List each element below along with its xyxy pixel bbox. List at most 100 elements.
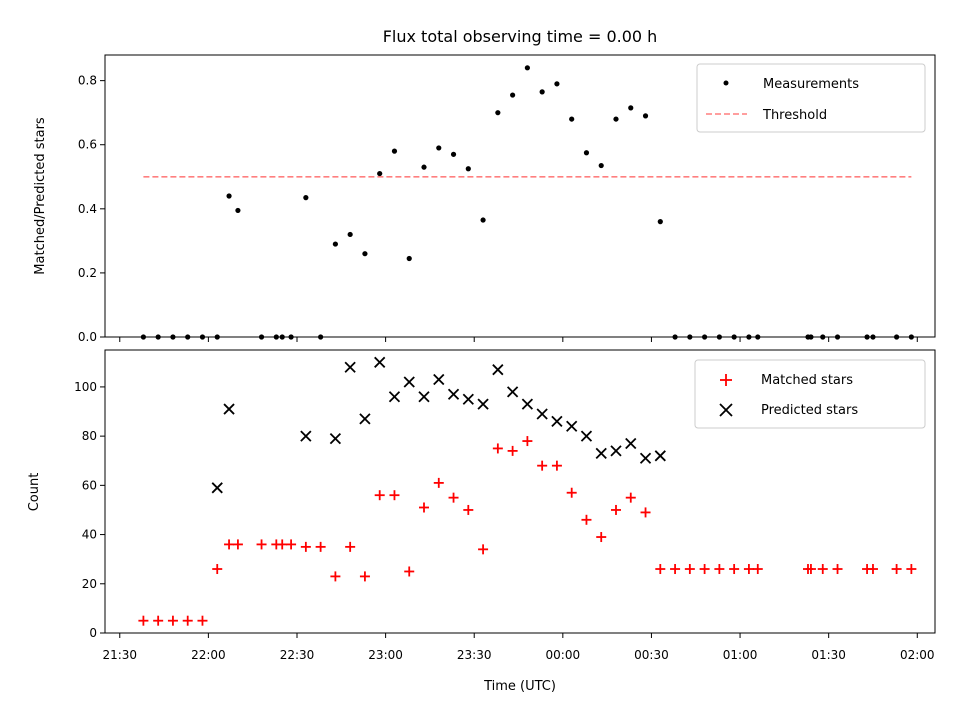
matched-star-point	[138, 615, 149, 626]
predicted-star-point	[374, 356, 386, 368]
matched-star-point	[537, 460, 548, 471]
matched-star-point	[625, 492, 636, 503]
bottom-ytick-label: 100	[74, 380, 97, 394]
top-series	[140, 65, 914, 340]
measurement-point	[170, 334, 176, 340]
matched-star-point	[743, 564, 754, 575]
matched-star-point	[581, 514, 592, 525]
measurement-point	[628, 105, 634, 111]
top-axes-frame	[104, 54, 936, 338]
xtick-label: 23:00	[368, 648, 403, 662]
measurement-point	[436, 145, 442, 151]
measurement-point	[702, 334, 708, 340]
measurement-point	[155, 334, 161, 340]
measurement-point	[657, 219, 663, 225]
top-legend-box	[696, 63, 926, 133]
bottom-ytick-label: 60	[82, 478, 97, 492]
predicted-star-point	[477, 398, 489, 410]
matched-star-point	[153, 615, 164, 626]
measurement-point	[716, 334, 722, 340]
legend-label-threshold: Threshold	[762, 108, 827, 123]
matched-star-point	[817, 564, 828, 575]
matched-star-point	[507, 445, 518, 456]
matched-star-point	[182, 615, 193, 626]
measurement-point	[406, 255, 412, 262]
matched-star-point	[374, 490, 385, 501]
top-ytick-label: 0.4	[78, 202, 97, 216]
measurement-point	[273, 334, 279, 340]
predicted-star-point	[551, 415, 563, 428]
matched-star-point	[906, 564, 917, 575]
bottom-ytick-label: 20	[82, 577, 97, 591]
measurement-point	[391, 148, 398, 154]
matched-star-point	[566, 487, 577, 498]
matched-star-point	[277, 539, 288, 550]
bottom-y-axis-label: Count	[27, 473, 42, 512]
predicted-star-point	[403, 376, 415, 388]
matched-star-point	[655, 564, 666, 575]
measurement-point	[465, 166, 471, 172]
measurement-point	[755, 334, 761, 340]
top-legend: Measurements Threshold	[696, 63, 926, 133]
matched-star-point	[433, 477, 444, 488]
measurement-point	[569, 116, 575, 122]
measurement-point	[908, 334, 914, 340]
measurement-point	[347, 231, 353, 238]
matched-star-point	[286, 539, 297, 550]
matched-star-point	[419, 502, 430, 513]
measurement-point	[642, 113, 649, 119]
measurement-point	[235, 207, 241, 214]
top-y-axis-label: Matched/Predicted stars	[33, 117, 48, 275]
measurement-point	[226, 193, 232, 199]
predicted-star-point	[433, 373, 445, 386]
measurement-point	[510, 92, 516, 98]
matched-star-point	[212, 564, 223, 575]
measurement-point	[820, 334, 826, 340]
matched-star-point	[684, 564, 695, 575]
measurement-point	[746, 334, 752, 340]
measurement-point	[731, 334, 737, 340]
predicted-star-point	[566, 420, 578, 432]
matched-star-point	[463, 504, 474, 515]
legend-label-matched: Matched stars	[761, 373, 853, 388]
xtick-label: 22:00	[191, 648, 226, 662]
predicted-star-point	[223, 403, 235, 415]
xtick-label: 21:30	[102, 648, 137, 662]
matched-star-point	[805, 564, 816, 575]
x-axis-label: Time (UTC)	[483, 679, 556, 694]
matched-star-point	[699, 564, 710, 575]
matched-star-point	[832, 564, 843, 575]
predicted-star-point	[506, 386, 519, 398]
measurement-point	[288, 334, 294, 340]
predicted-star-point	[462, 393, 474, 405]
measurement-point	[362, 251, 368, 257]
measurement-point	[214, 334, 220, 340]
matched-star-point	[714, 564, 725, 575]
top-x-ticks	[119, 337, 918, 342]
predicted-star-point	[536, 408, 548, 420]
top-ytick-label: 0.6	[78, 138, 97, 152]
bottom-legend: Matched stars Predicted stars	[694, 359, 926, 429]
matched-star-point	[315, 541, 326, 552]
predicted-star-point	[359, 413, 371, 425]
measurement-point	[554, 81, 560, 87]
predicted-star-point	[625, 437, 637, 450]
matched-star-point	[729, 564, 740, 575]
matched-star-point	[492, 443, 503, 454]
top-y-ticks: 0.0 0.2 0.4 0.6 0.8	[78, 74, 105, 344]
measurement-point	[279, 334, 285, 340]
predicted-star-point	[344, 361, 356, 373]
legend-marker-matched	[720, 374, 732, 386]
matched-star-point	[640, 507, 651, 518]
bottom-y-ticks: 0 20 40 60 80 100	[74, 380, 105, 640]
legend-marker-measurements	[723, 80, 729, 86]
legend-label-measurements: Measurements	[763, 77, 859, 92]
matched-star-point	[345, 541, 356, 552]
matched-star-point	[867, 564, 878, 575]
matched-star-point	[197, 615, 208, 626]
measurement-point	[583, 150, 590, 156]
measurement-point	[140, 334, 146, 340]
xtick-label: 01:30	[811, 648, 846, 662]
matched-star-point	[300, 541, 311, 552]
